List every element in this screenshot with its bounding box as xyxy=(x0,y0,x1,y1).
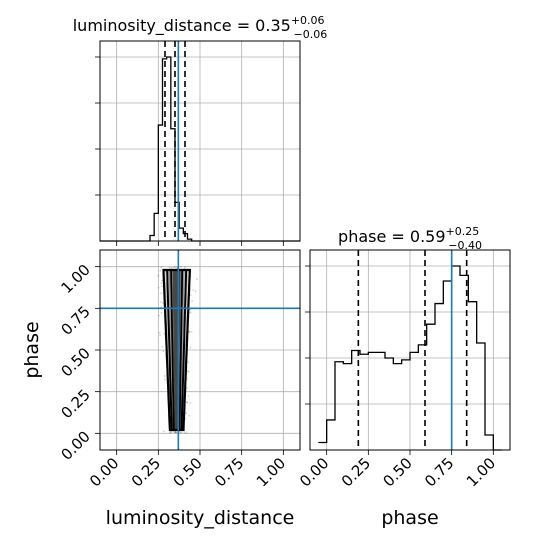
joint-scatter-point xyxy=(189,311,192,314)
joint-scatter-point xyxy=(157,286,160,289)
joint-y-tick-label-2: 0.50 xyxy=(57,344,93,380)
marginal-luminosity-distance-panel: luminosity_distance = 0.35+0.06 −0.06 xyxy=(73,14,328,246)
joint-scatter-point xyxy=(174,430,177,433)
joint-panel: 0.00 0.25 0.50 0.75 1.00 0.000.250.500.751.0… xyxy=(57,249,301,490)
joint-scatter-point xyxy=(186,401,189,404)
joint-scatter-point xyxy=(174,431,177,434)
joint-scatter-point xyxy=(161,345,164,348)
hist2-x-tick-label-1: 0.25 xyxy=(338,454,374,490)
joint-scatter-point xyxy=(189,402,192,404)
joint-scatter-point xyxy=(174,431,176,434)
joint-contour-inner xyxy=(170,269,184,431)
joint-scatter-point xyxy=(188,414,191,417)
joint-scatter-point xyxy=(189,294,192,296)
joint-scatter-point xyxy=(194,290,197,293)
joint-scatter-point xyxy=(196,278,198,281)
joint-scatter-point xyxy=(185,412,188,414)
joint-scatter-point xyxy=(176,431,178,434)
joint-scatter-point xyxy=(174,431,177,434)
joint-x-tick-label-3: 0.75 xyxy=(211,454,247,490)
y-axis-label-phase: phase xyxy=(21,321,43,378)
joint-x-tick-label-0: 0.00 xyxy=(86,454,122,490)
joint-scatter-point xyxy=(169,432,171,434)
marginal-phase-panel: 0.00 0.25 0.50 0.75 1.00 phase = 0.59+0.25 −0… xyxy=(296,225,511,490)
joint-scatter-point xyxy=(187,370,189,373)
joint-scatter-point xyxy=(164,378,166,381)
joint-y-tick-label-1: 0.25 xyxy=(57,386,93,422)
hist2-x-tick-label-0: 0.00 xyxy=(296,454,332,490)
hist2-x-tick-label-3: 0.75 xyxy=(421,454,457,490)
joint-scatter-point xyxy=(160,311,163,314)
joint-scatter-point xyxy=(162,302,164,305)
joint-contour-middle xyxy=(166,269,188,431)
joint-scatter-point xyxy=(187,370,190,373)
joint-scatter-point xyxy=(161,279,163,282)
joint-scatter-point xyxy=(163,374,166,377)
joint-scatter-point xyxy=(179,265,182,268)
joint-y-tick-label-4: 1.00 xyxy=(57,261,93,297)
hist1-grid xyxy=(100,41,300,241)
joint-scatter-point xyxy=(183,431,186,434)
joint-scatter-point xyxy=(159,269,162,272)
joint-scatter-point xyxy=(162,430,165,433)
joint-grid xyxy=(100,250,300,450)
joint-scatter-point xyxy=(185,401,188,404)
joint-scatter-point xyxy=(160,285,163,288)
joint-scatter-point xyxy=(180,431,183,434)
joint-scatter-point xyxy=(187,361,189,364)
joint-x-tick-label-1: 0.25 xyxy=(128,454,164,490)
joint-scatter-point xyxy=(157,314,160,317)
joint-scatter-point xyxy=(174,266,177,268)
hist2-step-line xyxy=(318,265,502,451)
hist1-ticks xyxy=(95,56,284,246)
hist2-x-tick-label-2: 0.50 xyxy=(379,454,415,490)
x-axis-label-luminosity-distance: luminosity_distance xyxy=(106,507,295,529)
joint-x-tick-label-2: 0.50 xyxy=(169,454,205,490)
joint-scatter-point xyxy=(172,266,175,269)
joint-scatter-point xyxy=(190,331,193,333)
joint-scatter-point xyxy=(158,331,161,334)
joint-y-tick-label-0: 0.00 xyxy=(57,427,93,463)
joint-scatter-point xyxy=(172,431,175,433)
joint-scatter-point xyxy=(186,387,189,389)
joint-scatter-point xyxy=(179,431,182,434)
hist2-ticks xyxy=(305,265,494,455)
hist2-x-tick-label-4: 1.00 xyxy=(463,454,499,490)
joint-ticks xyxy=(95,266,284,455)
joint-scatter-point xyxy=(159,334,161,337)
joint-scatter-point xyxy=(187,395,190,397)
joint-scatter-point xyxy=(168,266,171,269)
joint-scatter-point xyxy=(188,330,191,333)
joint-scatter-point xyxy=(185,432,188,435)
joint-scatter-point xyxy=(159,301,162,304)
joint-scatter-point xyxy=(191,300,193,302)
joint-y-tick-label-3: 0.75 xyxy=(57,302,93,338)
joint-scatter-point xyxy=(160,292,163,295)
joint-scatter-point xyxy=(189,346,192,349)
joint-scatter-point xyxy=(183,266,186,268)
joint-x-tick-labels: 0.00 0.25 0.50 0.75 1.00 xyxy=(86,454,289,490)
joint-scatter-point xyxy=(162,350,165,353)
hist1-title: luminosity_distance = 0.35+0.06 −0.06 xyxy=(73,14,328,41)
joint-scatter-point xyxy=(170,267,173,270)
hist2-quantile-lines xyxy=(357,250,468,450)
hist2-x-tick-labels: 0.00 0.25 0.50 0.75 1.00 xyxy=(296,454,499,490)
hist2-grid xyxy=(310,250,510,450)
joint-scatter-point xyxy=(170,430,172,433)
joint-scatter-point xyxy=(160,282,163,285)
joint-scatter-point xyxy=(192,289,194,291)
joint-scatter-point xyxy=(175,266,178,269)
joint-x-tick-label-4: 1.00 xyxy=(253,454,289,490)
joint-y-tick-labels: 0.00 0.25 0.50 0.75 1.00 xyxy=(57,261,93,464)
joint-scatter-point xyxy=(157,274,160,277)
joint-scatter-point xyxy=(160,266,163,269)
joint-contour-outer xyxy=(162,268,192,432)
joint-contours xyxy=(162,268,192,432)
joint-scatter-point xyxy=(169,431,172,434)
hist2-title: phase = 0.59+0.25 −0.40 xyxy=(338,225,482,252)
x-axis-label-phase: phase xyxy=(381,507,438,529)
